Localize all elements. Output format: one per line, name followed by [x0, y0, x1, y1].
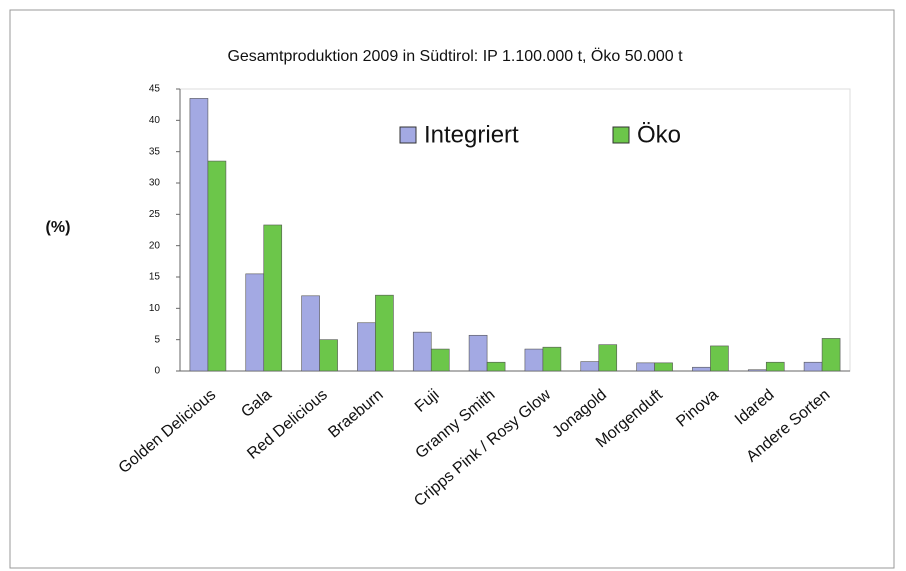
- bar: [207, 160, 227, 372]
- bar: [357, 322, 376, 372]
- frame: [9, 9, 895, 569]
- y-tick-label: 10: [149, 303, 161, 314]
- bar: [821, 338, 841, 372]
- y-tick-label: 35: [149, 146, 161, 157]
- y-tick-label: 5: [154, 334, 160, 345]
- bar: [468, 334, 488, 372]
- bar: [319, 339, 338, 372]
- bar: [430, 348, 450, 372]
- legend-label: Öko: [637, 121, 681, 148]
- bar: [542, 346, 562, 372]
- y-tick-label: 40: [149, 115, 161, 126]
- y-tick-label: 30: [149, 178, 161, 189]
- legend-swatch: [612, 126, 630, 144]
- bar: [747, 369, 767, 372]
- bar: [692, 366, 711, 372]
- bar: [263, 224, 283, 372]
- legend-swatch: [399, 126, 417, 144]
- bar: [245, 273, 265, 372]
- y-tick-label: 25: [149, 209, 161, 220]
- bar: [375, 294, 394, 372]
- bar: [580, 361, 600, 372]
- bar: [301, 295, 320, 372]
- bar: [636, 362, 655, 372]
- bar: [803, 361, 823, 372]
- y-tick-label: 15: [149, 272, 161, 283]
- bar: [765, 361, 785, 372]
- bar: [524, 348, 544, 372]
- bar: [598, 344, 618, 372]
- y-tick-label: 0: [154, 366, 160, 377]
- bar: [654, 362, 673, 372]
- legend-label: Integriert: [424, 121, 519, 148]
- y-axis-label: (%): [46, 219, 71, 236]
- bar: [486, 361, 506, 372]
- chart-title: Gesamtproduktion 2009 in Südtirol: IP 1.…: [227, 47, 683, 65]
- y-tick-label: 45: [149, 84, 161, 95]
- y-tick-label: 20: [149, 240, 161, 251]
- bar: [189, 98, 209, 372]
- bar: [412, 331, 432, 372]
- bar: [710, 345, 729, 372]
